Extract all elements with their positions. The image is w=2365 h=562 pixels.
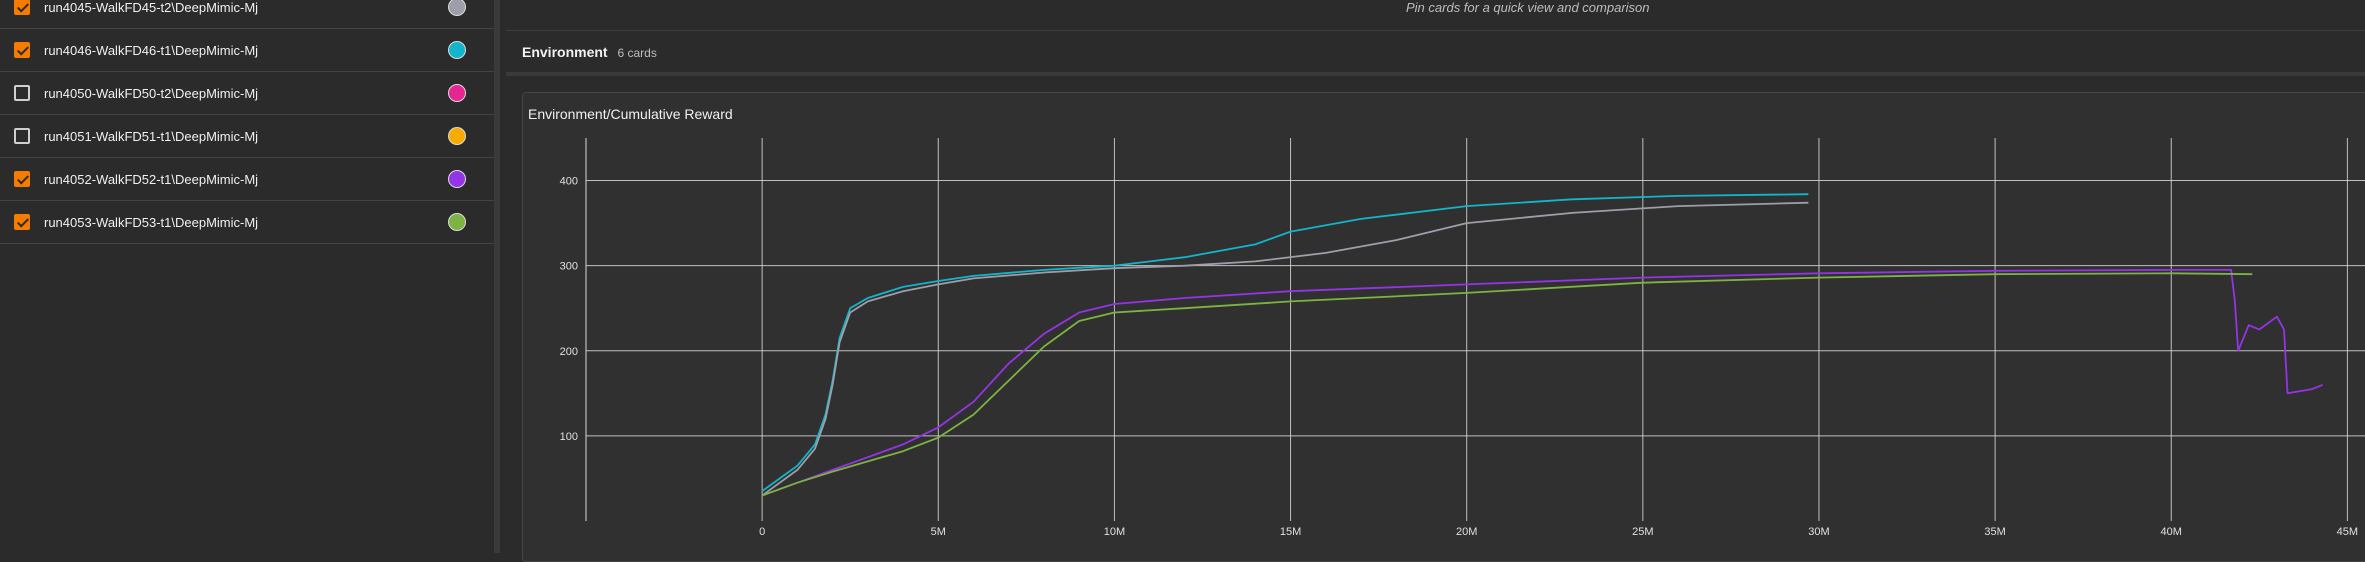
pin-hint-text: Pin cards for a quick view and compariso… xyxy=(1406,0,1650,15)
x-tick-label: 0 xyxy=(759,526,765,538)
run-color-swatch[interactable] xyxy=(448,41,466,59)
x-tick-label: 20M xyxy=(1456,526,1477,538)
section-card-count: 6 cards xyxy=(617,46,657,60)
y-tick-label: 200 xyxy=(560,346,578,358)
x-tick-label: 30M xyxy=(1808,526,1829,538)
x-tick-label: 15M xyxy=(1280,526,1301,538)
run-color-swatch[interactable] xyxy=(448,84,466,102)
run-row[interactable]: run4045-WalkFD45-t2\DeepMimic-Mj xyxy=(0,0,494,29)
x-tick-label: 35M xyxy=(1984,526,2005,538)
run-label: run4053-WalkFD53-t1\DeepMimic-Mj xyxy=(44,214,259,230)
section-header[interactable]: Environment 6 cards xyxy=(522,44,657,60)
y-tick-label: 400 xyxy=(560,176,578,188)
series-line xyxy=(761,193,1809,492)
run-checkbox[interactable] xyxy=(14,0,30,15)
run-checkbox[interactable] xyxy=(14,171,30,187)
runs-sidebar: run4045-WalkFD45-t2\DeepMimic-Mj run4046… xyxy=(0,0,500,553)
run-row[interactable]: run4050-WalkFD50-t2\DeepMimic-Mj xyxy=(0,72,494,115)
x-tick-label: 5M xyxy=(931,526,946,538)
y-tick-label: 300 xyxy=(560,261,578,273)
card-title: Environment/Cumulative Reward xyxy=(528,106,733,122)
y-tick-label: 100 xyxy=(560,431,578,443)
series-line xyxy=(761,201,1809,497)
run-color-swatch[interactable] xyxy=(448,213,466,231)
run-checkbox[interactable] xyxy=(14,128,30,144)
x-tick-label: 40M xyxy=(2161,526,2182,538)
x-tick-label: 45M xyxy=(2337,526,2358,538)
run-row[interactable]: run4046-WalkFD46-t1\DeepMimic-Mj xyxy=(0,29,494,72)
run-color-swatch[interactable] xyxy=(448,0,466,16)
run-checkbox[interactable] xyxy=(14,85,30,101)
series-line xyxy=(761,268,2324,497)
scalar-card xyxy=(522,92,2365,562)
divider xyxy=(506,30,2365,31)
run-row[interactable]: run4051-WalkFD51-t1\DeepMimic-Mj xyxy=(0,115,494,158)
run-checkbox[interactable] xyxy=(14,42,30,58)
run-label: run4050-WalkFD50-t2\DeepMimic-Mj xyxy=(44,85,259,101)
run-label: run4046-WalkFD46-t1\DeepMimic-Mj xyxy=(44,42,259,58)
series-line xyxy=(761,272,2253,497)
run-checkbox[interactable] xyxy=(14,214,30,230)
run-row[interactable]: run4052-WalkFD52-t1\DeepMimic-Mj xyxy=(0,158,494,201)
x-tick-label: 25M xyxy=(1632,526,1653,538)
divider xyxy=(506,72,2365,76)
main-panel: Pin cards for a quick view and compariso… xyxy=(506,0,2365,562)
run-row[interactable]: run4053-WalkFD53-t1\DeepMimic-Mj xyxy=(0,201,494,244)
section-title: Environment xyxy=(522,44,608,60)
x-tick-label: 10M xyxy=(1104,526,1125,538)
run-label: run4052-WalkFD52-t1\DeepMimic-Mj xyxy=(44,171,259,187)
run-label: run4051-WalkFD51-t1\DeepMimic-Mj xyxy=(44,128,259,144)
run-label: run4045-WalkFD45-t2\DeepMimic-Mj xyxy=(44,0,259,15)
line-chart[interactable]: 0 5M 10M 15M 20M 25M 30M 35M 40M 45M 100 200 300 400 xyxy=(506,0,2365,553)
run-color-swatch[interactable] xyxy=(448,170,466,188)
run-color-swatch[interactable] xyxy=(448,127,466,145)
